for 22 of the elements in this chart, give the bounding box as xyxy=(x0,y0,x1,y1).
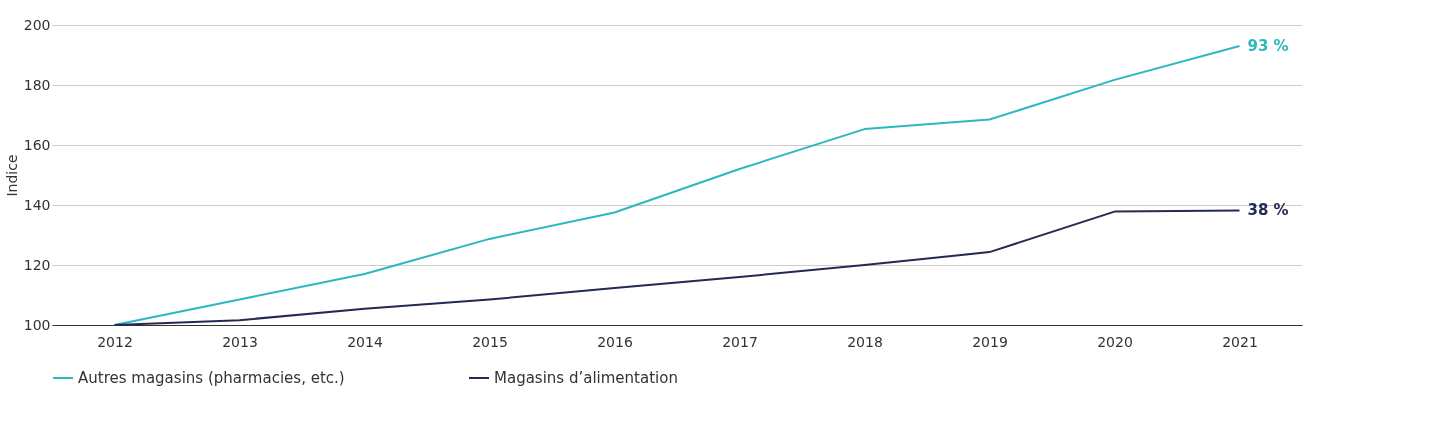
y-tick-label: 160 xyxy=(23,136,51,153)
y-tick-label: 200 xyxy=(23,16,51,33)
x-tick-label: 2017 xyxy=(722,333,758,350)
x-tick-label: 2015 xyxy=(472,333,508,350)
y-tick-label: 140 xyxy=(23,196,51,213)
x-tick-label: 2012 xyxy=(97,333,133,350)
legend-label: Magasins d’alimentation xyxy=(494,369,678,387)
x-tick-label: 2021 xyxy=(1222,333,1258,350)
annotation: 93 % xyxy=(1247,37,1289,55)
legend-label: Autres magasins (pharmacies, etc.) xyxy=(78,369,345,387)
x-tick-label: 2016 xyxy=(597,333,633,350)
x-tick-label: 2013 xyxy=(222,333,258,350)
annotation: 38 % xyxy=(1247,201,1289,220)
x-tick-label: 2019 xyxy=(972,333,1008,350)
x-tick-label: 2018 xyxy=(847,333,883,350)
y-tick-label: 100 xyxy=(23,316,51,333)
x-tick-label: 2020 xyxy=(1097,333,1133,350)
x-tick-label: 2014 xyxy=(347,333,383,350)
y-tick-label: 120 xyxy=(23,256,51,273)
line-series xyxy=(113,209,1241,326)
y-tick-label: 180 xyxy=(23,76,51,93)
y-axis-title: Indice xyxy=(3,154,20,197)
